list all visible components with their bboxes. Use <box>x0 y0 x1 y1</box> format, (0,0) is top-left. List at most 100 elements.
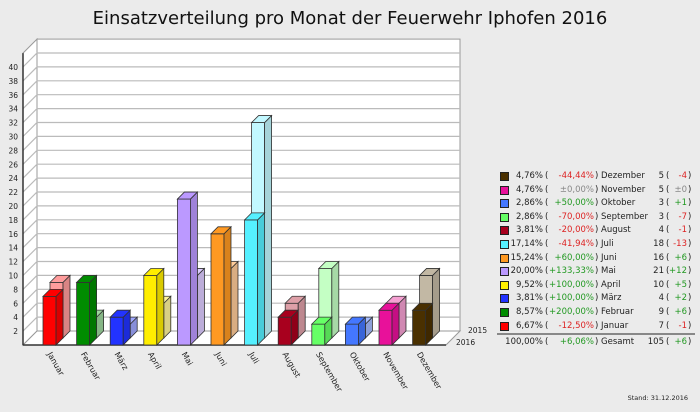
legend-paren: ) <box>595 279 599 290</box>
bar-2016-top <box>176 191 199 200</box>
bar-2016 <box>277 309 300 346</box>
y-tick-label: 26 <box>8 160 18 169</box>
bar-2016 <box>243 211 266 346</box>
legend-paren: ( <box>666 225 670 236</box>
legend-month: Mai <box>601 266 616 277</box>
legend-paren: ( <box>545 225 549 236</box>
bar-2016-top <box>378 302 400 311</box>
bar-2016 <box>42 288 64 346</box>
legend-change: -44,44% <box>558 171 594 181</box>
legend-month: Januar <box>601 320 629 331</box>
legend-paren: ( <box>666 279 670 290</box>
series-label-2015: 2015 <box>468 326 487 335</box>
legend-color-swatch <box>500 267 509 277</box>
legend-color-swatch <box>500 185 509 195</box>
legend-paren: ) <box>595 225 599 236</box>
bar-2015-side-shade <box>264 115 272 338</box>
bar-2016-top <box>310 316 333 325</box>
legend-paren: ) <box>688 266 692 277</box>
y-tick-label: 2 <box>13 327 18 336</box>
legend-diff: -4 <box>678 171 687 181</box>
legend-percent: 4,76% <box>515 184 543 195</box>
legend-row: 20,00%(+133,33%) Mai 21(+12) <box>497 265 697 278</box>
bar-2016-side-shade <box>358 317 366 345</box>
legend-month: Dezember <box>601 171 645 181</box>
legend-diff: +1 <box>674 198 687 209</box>
bar-2015-side-shade <box>197 268 205 338</box>
chart-title: Einsatzverteilung pro Monat der Feuerweh… <box>92 8 608 29</box>
x-tick-label: Februar <box>79 351 103 383</box>
y-tick-label: 32 <box>8 119 18 128</box>
legend-count: 5 <box>658 171 664 181</box>
legend-row: 9,52%(+100,00%) April 10(+5) <box>497 279 697 292</box>
series-label-2016: 2016 <box>456 338 475 347</box>
bar-2016 <box>142 267 165 346</box>
gridline <box>22 191 460 207</box>
y-tick-label: 10 <box>8 272 18 281</box>
gridline <box>22 135 460 151</box>
legend-row: 4,76%(±0,00%) November 5(±0) <box>497 184 697 197</box>
legend-paren: ) <box>595 320 599 331</box>
legend-change: +6,06% <box>559 337 594 347</box>
bar-2015-top <box>418 268 441 276</box>
legend-count: 3 <box>658 198 664 209</box>
legend-paren: ( <box>666 171 670 181</box>
gridline <box>22 260 460 276</box>
legend-percent: 8,57% <box>515 307 543 317</box>
legend-row: 3,81%(-20,00%) August 4(-1) <box>497 224 697 237</box>
legend-change: +133,33% <box>549 266 594 277</box>
legend-paren: ) <box>688 198 692 209</box>
legend-diff: +5 <box>674 279 687 290</box>
legend-percent: 3,81% <box>515 225 543 236</box>
legend-count: 21 <box>653 266 664 277</box>
bar-2015-side-shade <box>163 296 171 338</box>
y-tick-label: 12 <box>8 258 18 267</box>
y-tick-label: 28 <box>8 146 18 155</box>
legend-month: Februar <box>601 307 634 317</box>
legend-color-swatch <box>500 253 509 263</box>
bar-2016-side-shade <box>224 226 231 345</box>
legend-row: 15,24%(+60,00%) Juni 16(+6) <box>497 252 697 265</box>
legend-paren: ) <box>595 211 599 222</box>
legend-paren: ) <box>688 239 692 249</box>
y-tick-label: 38 <box>8 77 18 86</box>
gridline <box>22 177 460 193</box>
legend-change: -20,00% <box>558 225 594 236</box>
legend-paren: ( <box>545 307 549 317</box>
legend-row: 6,67%(-12,50%) Januar 7(-1) <box>497 320 697 333</box>
x-tick-label: März <box>112 351 129 372</box>
bar-2016-front <box>412 309 427 346</box>
legend-paren: ( <box>545 184 549 195</box>
bar-2016 <box>411 302 434 346</box>
y-tick-label: 24 <box>8 174 18 183</box>
y-tick-label: 18 <box>8 216 18 225</box>
legend-color-swatch <box>500 226 509 236</box>
gridline <box>22 52 460 68</box>
bar-2016-side-shade <box>89 275 97 345</box>
legend-color-swatch <box>500 199 509 209</box>
legend-paren: ) <box>688 184 692 195</box>
legend-month: August <box>601 225 631 236</box>
legend-month: Juli <box>601 239 614 249</box>
legend-paren: ( <box>545 293 549 304</box>
bar-2015-top <box>317 261 340 269</box>
legend-change: +100,00% <box>549 293 594 304</box>
left-wall <box>22 37 38 347</box>
legend-percent: 20,00% <box>510 266 543 277</box>
legend-count: 4 <box>658 293 664 304</box>
legend-change: -41,94% <box>558 239 594 249</box>
legend-paren: ) <box>595 252 599 263</box>
x-tick-label: November <box>381 351 410 392</box>
y-tick-label: 8 <box>13 285 18 294</box>
legend-count: 105 <box>647 337 664 347</box>
legend-change: +50,00% <box>554 198 594 209</box>
legend-percent: 15,24% <box>510 252 543 263</box>
legend-row: 100,00%(+6,06%) Gesamt 105(+6) <box>497 336 697 349</box>
legend-percent: 9,52% <box>515 279 543 290</box>
bar-2016-front <box>378 309 393 346</box>
legend-color-swatch <box>500 212 509 222</box>
legend-month: Juni <box>601 252 617 263</box>
bar-2016-front <box>344 323 359 346</box>
legend-color-swatch <box>500 240 509 249</box>
bar-2016-front <box>277 316 292 346</box>
